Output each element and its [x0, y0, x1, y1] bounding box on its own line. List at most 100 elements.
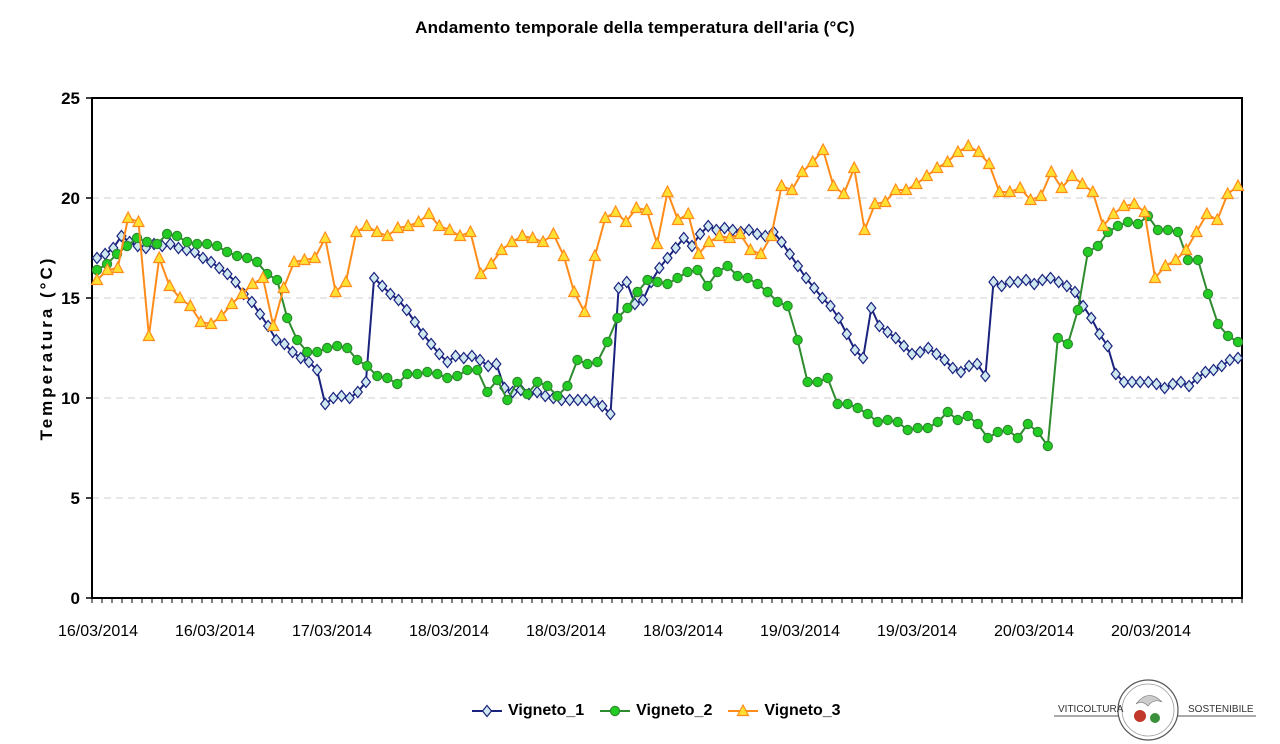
data-point: [231, 250, 243, 262]
data-point: [712, 266, 723, 278]
data-point: [1024, 192, 1038, 206]
data-point: [564, 393, 575, 407]
data-point: [336, 389, 347, 403]
data-point: [1152, 224, 1164, 236]
data-point: [492, 374, 503, 386]
data-point: [546, 226, 560, 240]
data-point: [401, 218, 415, 232]
data-point: [277, 280, 291, 294]
data-point: [822, 372, 833, 384]
data-point: [847, 160, 861, 174]
data-point: [971, 357, 983, 371]
data-point: [161, 228, 173, 240]
data-point: [213, 261, 225, 275]
data-point: [982, 156, 996, 170]
data-point: [817, 291, 828, 305]
x-axis: 16/03/2014 16/03/2014 17/03/2014 18/03/2014…: [58, 598, 1243, 640]
data-point: [1110, 367, 1122, 381]
data-point: [442, 372, 453, 384]
data-point: [785, 182, 799, 196]
data-point: [1082, 246, 1094, 258]
y-tick-label: 0: [71, 589, 80, 608]
data-point: [862, 408, 873, 420]
data-point: [882, 325, 893, 339]
data-point: [141, 236, 153, 248]
data-point: [191, 238, 203, 250]
data-point: [609, 204, 623, 218]
data-point: [909, 176, 923, 190]
data-point: [572, 354, 583, 366]
x-tick-label: 18/03/2014: [526, 623, 606, 640]
data-point: [412, 214, 426, 228]
data-point: [621, 275, 633, 289]
data-point: [942, 406, 953, 418]
x-tick-label: 17/03/2014: [292, 623, 372, 640]
data-point: [597, 399, 608, 413]
data-point: [1151, 377, 1162, 391]
data-point: [271, 333, 282, 347]
data-point: [417, 327, 429, 341]
data-point: [482, 386, 493, 398]
data-point: [1020, 273, 1032, 287]
y-tick-label: 25: [61, 89, 80, 108]
data-point: [409, 315, 421, 329]
data-point: [165, 237, 176, 251]
data-point: [91, 251, 103, 265]
legend: Vigneto_1 Vigneto_2 Vigneto_3: [470, 702, 841, 720]
data-point: [743, 223, 755, 237]
data-point: [368, 271, 380, 285]
data-point: [322, 342, 333, 354]
data-point: [988, 275, 999, 289]
data-point: [171, 230, 183, 242]
data-point: [865, 301, 877, 315]
data-point: [692, 246, 706, 260]
data-point: [1037, 273, 1048, 287]
data-point: [295, 351, 307, 365]
data-point: [672, 272, 683, 284]
data-point: [1042, 440, 1054, 452]
data-point: [279, 337, 290, 351]
data-point: [1200, 206, 1214, 220]
data-point: [1158, 258, 1172, 272]
data-point: [694, 227, 706, 241]
data-point: [442, 355, 453, 369]
data-point: [401, 303, 412, 317]
data-point: [889, 182, 903, 196]
data-point: [211, 240, 223, 252]
data-point: [1138, 204, 1152, 218]
data-point: [939, 353, 950, 367]
data-point: [742, 272, 753, 284]
data-point: [602, 336, 613, 348]
data-point: [1012, 432, 1024, 444]
data-point: [792, 259, 804, 273]
data-point: [872, 416, 883, 428]
data-point: [961, 138, 975, 152]
data-point: [1210, 212, 1224, 226]
x-tick-label: 20/03/2014: [1111, 623, 1191, 640]
data-point: [792, 334, 803, 346]
data-point: [1127, 196, 1141, 210]
data-point: [825, 299, 836, 313]
data-point: [562, 380, 573, 392]
data-point: [1143, 375, 1154, 389]
data-point: [775, 178, 789, 192]
data-point: [800, 271, 812, 285]
data-point: [382, 372, 393, 384]
chart-title: Andamento temporale della temperatura de…: [415, 18, 855, 37]
x-tick-label: 20/03/2014: [994, 623, 1074, 640]
data-point: [671, 212, 685, 226]
data-point: [930, 160, 944, 174]
data-point: [360, 218, 374, 232]
data-point: [412, 368, 423, 380]
data-point: [992, 426, 1003, 438]
data-point: [194, 314, 208, 328]
data-point: [271, 274, 283, 286]
data-point: [580, 393, 592, 407]
data-point: [1045, 271, 1056, 285]
x-tick-label: 19/03/2014: [760, 623, 840, 640]
data-point: [795, 164, 809, 178]
data-point: [536, 234, 550, 248]
data-point: [505, 234, 519, 248]
data-point: [1162, 224, 1174, 236]
data-point: [1094, 327, 1105, 341]
